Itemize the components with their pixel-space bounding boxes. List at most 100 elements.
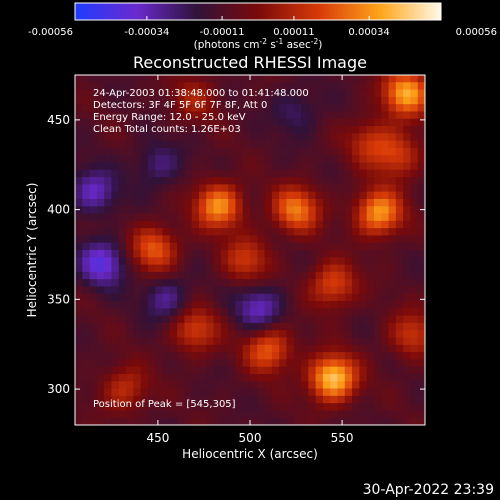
heatmap-cell — [337, 264, 346, 273]
heatmap-cell — [213, 228, 222, 236]
heatmap-cell — [235, 308, 244, 317]
heatmap-cell — [359, 162, 368, 171]
heatmap-cell — [242, 366, 251, 375]
heatmap-cell — [213, 155, 222, 163]
heatmap-cell — [104, 220, 112, 229]
heatmap-cell — [147, 82, 156, 90]
heatmap-cell — [337, 410, 346, 419]
heatmap-cell — [271, 403, 280, 411]
heatmap-cell — [235, 388, 244, 397]
heatmap-cell — [228, 228, 236, 236]
heatmap-cell — [89, 220, 98, 229]
heatmap-cell — [126, 264, 134, 273]
heatmap-cell — [271, 330, 280, 338]
heatmap-cell — [403, 228, 411, 236]
heatmap-cell — [403, 177, 411, 185]
heatmap-cell — [395, 301, 404, 309]
heatmap-cell — [96, 162, 105, 171]
heatmap-cell — [198, 140, 207, 149]
heatmap-cell — [381, 322, 389, 331]
heatmap-cell — [228, 213, 236, 222]
heatmap-cell — [155, 271, 163, 280]
heatmap-cell — [388, 322, 397, 331]
heatmap-cell — [133, 169, 142, 178]
heatmap-cell — [89, 184, 98, 193]
heatmap-cell — [111, 410, 120, 419]
heatmap-cell — [198, 264, 207, 273]
heatmap-cell — [111, 213, 120, 222]
heatmap-cell — [337, 213, 346, 222]
heatmap-cell — [155, 133, 163, 142]
heatmap-cell — [271, 344, 280, 353]
heatmap-cell — [235, 235, 244, 244]
heatmap-cell — [177, 373, 185, 382]
heatmap-cell — [235, 118, 244, 127]
heatmap-cell — [162, 169, 171, 178]
heatmap-cell — [395, 352, 404, 360]
heatmap-cell — [191, 169, 200, 178]
heatmap-cell — [264, 308, 273, 317]
heatmap-cell — [271, 118, 280, 127]
heatmap-cell — [286, 184, 295, 193]
heatmap-cell — [184, 220, 193, 229]
heatmap-cell — [111, 242, 120, 251]
heatmap-cell — [242, 271, 251, 280]
heatmap-cell — [417, 417, 425, 425]
heatmap-cell — [206, 301, 214, 309]
heatmap-cell — [111, 330, 120, 338]
heatmap-cell — [381, 118, 389, 127]
heatmap-cell — [220, 271, 229, 280]
heatmap-cell — [359, 140, 368, 149]
heatmap-cell — [235, 301, 244, 309]
heatmap-cell — [359, 417, 368, 425]
heatmap-cell — [308, 155, 317, 163]
heatmap-cell — [388, 293, 397, 302]
heatmap-cell — [220, 286, 229, 295]
heatmap-cell — [118, 220, 127, 229]
heatmap-cell — [104, 293, 112, 302]
heatmap-cell — [104, 111, 112, 120]
heatmap-cell — [220, 366, 229, 375]
heatmap-cell — [264, 293, 273, 302]
y-axis-label: Heliocentric Y (arcsec) — [25, 183, 39, 318]
heatmap-cell — [308, 388, 317, 397]
heatmap-cell — [366, 177, 375, 185]
heatmap-cell — [293, 155, 302, 163]
heatmap-cell — [104, 191, 112, 200]
heatmap-cell — [322, 155, 331, 163]
heatmap-cell — [75, 359, 83, 368]
heatmap-cell — [352, 111, 360, 120]
heatmap-cell — [410, 308, 419, 317]
heatmap-cell — [381, 388, 389, 397]
heatmap-cell — [198, 177, 207, 185]
heatmap-cell — [410, 191, 419, 200]
heatmap-cell — [410, 206, 419, 214]
heatmap-cell — [322, 366, 331, 375]
heatmap-cell — [191, 315, 200, 324]
heatmap-cell — [250, 177, 258, 185]
heatmap-cell — [96, 301, 105, 309]
heatmap-cell — [359, 82, 368, 90]
heatmap-cell — [177, 271, 185, 280]
heatmap-cell — [126, 395, 134, 404]
heatmap-cell — [250, 228, 258, 236]
heatmap-cell — [96, 242, 105, 251]
heatmap-cell — [96, 177, 105, 185]
heatmap-cell — [359, 96, 368, 105]
heatmap-cell — [75, 111, 83, 120]
heatmap-cell — [206, 169, 214, 178]
heatmap-cell — [322, 337, 331, 346]
heatmap-cell — [126, 104, 134, 112]
heatmap-cell — [104, 373, 112, 382]
heatmap-cell — [220, 264, 229, 273]
heatmap-cell — [111, 293, 120, 302]
heatmap-cell — [155, 206, 163, 214]
heatmap-cell — [373, 111, 382, 120]
heatmap-cell — [147, 220, 156, 229]
heatmap-cell — [308, 89, 317, 98]
heatmap-cell — [264, 381, 273, 389]
heatmap-cell — [169, 213, 178, 222]
heatmap-cell — [198, 257, 207, 265]
heatmap-cell — [206, 162, 214, 171]
heatmap-cell — [352, 352, 360, 360]
